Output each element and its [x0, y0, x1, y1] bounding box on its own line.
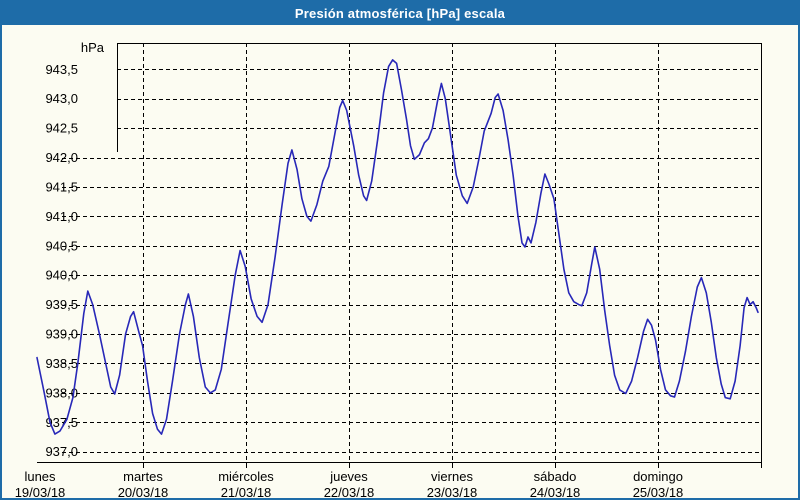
x-axis-day-label: sábado — [534, 469, 577, 484]
chart-title: Presión atmosférica [hPa] escala — [294, 6, 506, 21]
y-axis-tick-label: 938,5 — [45, 356, 78, 371]
y-axis-tick-label: 939,0 — [45, 327, 78, 342]
y-axis-tick-label: 941,0 — [45, 209, 78, 224]
x-axis-date-label: 24/03/18 — [530, 485, 581, 498]
y-axis-tick-label: 942,0 — [45, 150, 78, 165]
y-axis-tick-label: 943,5 — [45, 62, 78, 77]
x-axis-day-label: martes — [123, 469, 163, 484]
pressure-line — [36, 59, 759, 435]
y-axis-tick-label: 940,0 — [45, 268, 78, 283]
x-axis-date-label: 21/03/18 — [221, 485, 272, 498]
x-axis-day-label: miércoles — [218, 469, 274, 484]
y-axis-tick-label: 938,0 — [45, 385, 78, 400]
x-axis-date-label: 22/03/18 — [324, 485, 375, 498]
y-axis-tick-label: 940,5 — [45, 238, 78, 253]
y-axis-tick-label: 943,0 — [45, 91, 78, 106]
x-axis-date-label: 25/03/18 — [633, 485, 684, 498]
horizontal-gridlines — [62, 69, 761, 453]
x-axis-day-label: viernes — [431, 469, 473, 484]
x-axis-day-label: jueves — [329, 469, 368, 484]
x-axis-date-label: 23/03/18 — [427, 485, 478, 498]
y-axis-tick-label: 939,5 — [45, 297, 78, 312]
y-axis-unit-label: hPa — [81, 40, 105, 55]
x-axis-day-label: lunes — [24, 469, 56, 484]
x-axis-date-label: 20/03/18 — [118, 485, 169, 498]
vertical-gridlines — [143, 43, 659, 462]
x-axis-ticks — [143, 462, 762, 468]
y-axis-tick-label: 942,5 — [45, 121, 78, 136]
x-axis-day-label: domingo — [633, 469, 683, 484]
plot-frame — [37, 43, 762, 463]
x-axis-date-label: 19/03/18 — [15, 485, 66, 498]
y-axis-tick-label: 937,5 — [45, 415, 78, 430]
title-bar: Presión atmosférica [hPa] escala — [2, 2, 798, 25]
y-axis-tick-label: 937,0 — [45, 444, 78, 459]
y-axis-tick-label: 941,5 — [45, 179, 78, 194]
